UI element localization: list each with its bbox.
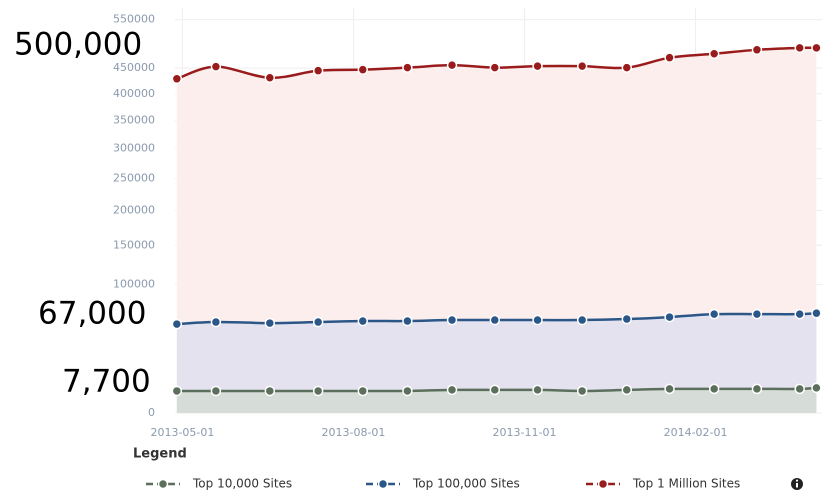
point [210,61,222,72]
point [621,62,633,73]
x-tick-label: 2013-11-01 [493,426,557,439]
point [794,42,805,54]
y-tick-label: 250000 [113,171,155,184]
point [576,60,588,72]
point [171,73,183,85]
point [576,385,588,397]
y-tick-label: 300000 [113,142,155,155]
annotation: 500,000 [14,27,142,63]
point [794,308,805,320]
point [532,384,543,396]
y-tick-label: 450000 [113,61,155,74]
point [312,385,324,397]
point [489,62,501,73]
y-tick-label: 150000 [113,238,155,251]
point [264,385,276,397]
legend-item[interactable]: Top 10,000 Sites [146,477,292,491]
annotation: 67,000 [38,296,146,332]
point [532,314,543,326]
y-tick-label: 350000 [113,114,155,127]
point [357,385,369,397]
point [811,307,822,319]
y-tick-label: 0 [148,406,155,419]
point [708,308,720,320]
point [664,311,675,323]
y-tick-label: 400000 [113,87,155,100]
y-tick-label: 200000 [113,203,155,216]
point [811,42,822,54]
point [664,383,675,395]
point [402,315,413,327]
legend-label: Top 10,000 Sites [192,477,292,491]
point [312,65,324,76]
legend-item[interactable]: Top 100,000 Sites [366,477,520,491]
x-tick-label: 2014-02-01 [664,426,728,439]
line [176,46,817,80]
point [210,316,222,328]
y-tick-label: 100000 [113,277,155,290]
point [751,383,763,395]
y-tick-label: 550000 [113,13,155,26]
legend-title: Legend [133,447,187,462]
legend-label: Top 100,000 Sites [412,477,520,491]
point [751,308,763,320]
point [210,385,222,397]
point [446,314,458,326]
line [176,386,817,393]
point [489,384,501,396]
area [176,387,817,413]
plot-area: 0 100000 150000 200000 250000 300000 350000 400… [113,8,822,439]
point [708,48,720,59]
line [176,311,817,326]
point [446,384,458,396]
point [532,60,543,72]
point [171,385,183,397]
point [489,314,501,326]
point [621,384,633,396]
point [664,52,675,63]
legend-label: Top 1 Million Sites [632,477,740,491]
point [751,44,763,56]
point [402,385,413,397]
point [708,383,720,395]
x-tick-label: 2013-05-01 [150,426,214,439]
legend-item[interactable]: Top 1 Million Sites [586,477,740,491]
point [621,313,633,325]
annotation: 7,700 [62,364,151,400]
point [811,382,822,394]
point [357,315,369,327]
point [357,64,369,75]
x-tick-label: 2013-08-01 [322,426,386,439]
point [402,62,413,73]
point [264,72,276,84]
info-icon[interactable] [791,478,803,490]
point [312,316,324,328]
point [171,318,183,330]
point [576,314,588,326]
point [264,317,276,329]
point [794,383,805,395]
point [446,59,458,71]
